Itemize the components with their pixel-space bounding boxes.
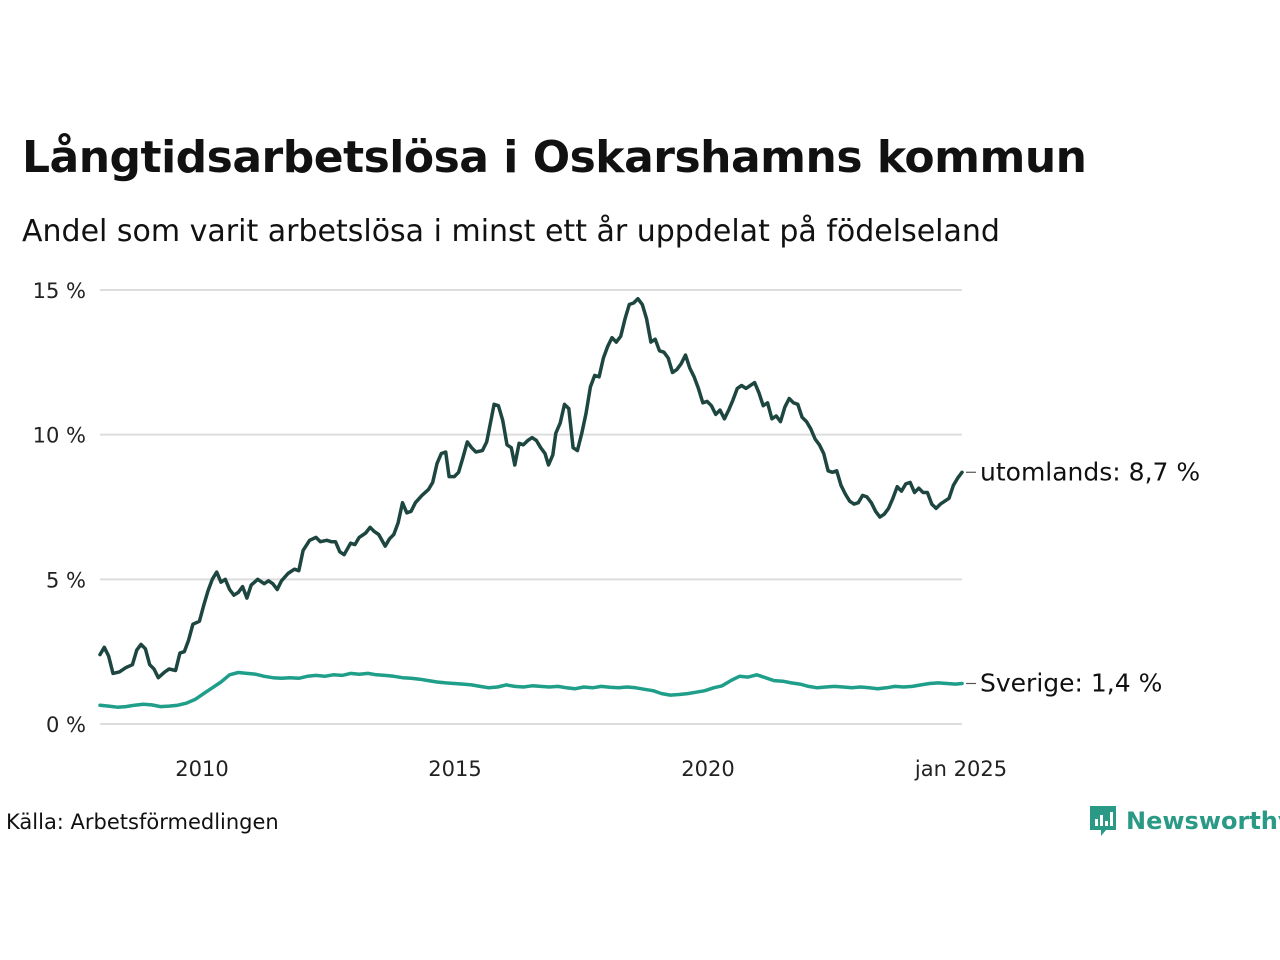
y-tick-label: 10 %	[33, 424, 86, 448]
line-chart: 0 % 5 % 10 % 15 % 2010 2015 2020 jan 2025 utom…	[33, 279, 1201, 781]
y-tick-label: 5 %	[46, 568, 86, 592]
brand-logo: Newsworthy	[1088, 804, 1280, 838]
series-line-0	[98, 296, 964, 680]
y-tick-label: 0 %	[46, 713, 86, 737]
source-note: Källa: Arbetsförmedlingen	[6, 810, 279, 834]
x-tick-label: 2020	[681, 757, 734, 781]
brand-name: Newsworthy	[1126, 807, 1280, 835]
y-tick-label: 15 %	[33, 279, 86, 303]
series-end-label: Sverige: 1,4 %	[980, 668, 1162, 697]
x-tick-label: 2010	[175, 757, 228, 781]
x-tick-label: 2015	[428, 757, 481, 781]
series-lines	[98, 296, 964, 709]
gridlines	[100, 289, 962, 725]
y-axis-ticks: 0 % 5 % 10 % 15 %	[33, 279, 86, 737]
chart-title: Långtidsarbetslösa i Oskarshamns kommun	[22, 132, 1087, 183]
x-tick-label: jan 2025	[914, 757, 1007, 781]
series-end-labels: utomlands: 8,7 % Sverige: 1,4 %	[966, 457, 1200, 697]
newsworthy-logo-icon	[1090, 806, 1116, 836]
series-line-1	[98, 670, 964, 709]
series-end-label: utomlands: 8,7 %	[980, 457, 1200, 486]
x-axis-ticks: 2010 2015 2020 jan 2025	[175, 757, 1007, 781]
chart-subtitle: Andel som varit arbetslösa i minst ett å…	[22, 214, 1000, 249]
